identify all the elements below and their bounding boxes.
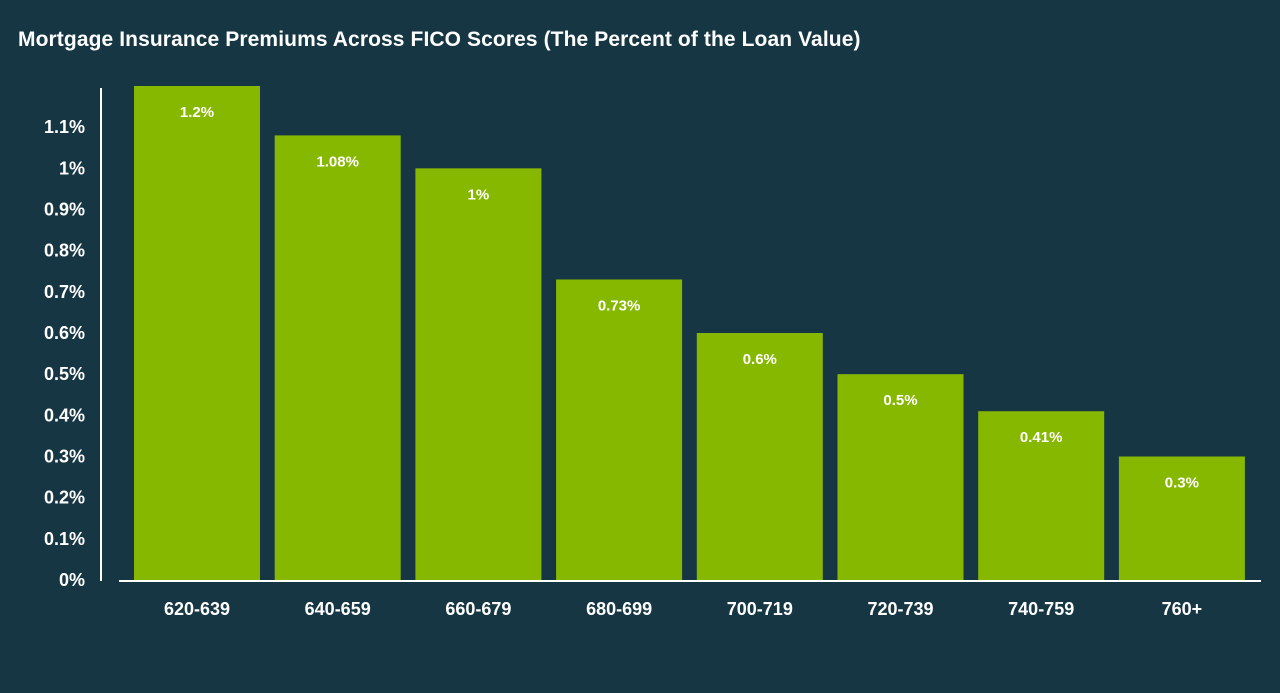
bar <box>978 411 1105 580</box>
y-tick-label: 0.9% <box>44 200 85 220</box>
x-tick-label: 760+ <box>1162 599 1203 619</box>
y-tick-label: 0.7% <box>44 282 85 302</box>
bar <box>1118 456 1245 580</box>
y-tick-label: 0% <box>59 570 85 590</box>
x-tick-label: 720-739 <box>867 599 933 619</box>
y-tick-label: 0.1% <box>44 529 85 549</box>
x-tick-label: 700-719 <box>727 599 793 619</box>
y-tick-label: 0.5% <box>44 364 85 384</box>
bar-value-label: 1.08% <box>316 153 359 170</box>
y-tick-label: 0.4% <box>44 405 85 425</box>
x-tick-label: 620-639 <box>164 599 230 619</box>
x-tick-label: 660-679 <box>445 599 511 619</box>
bar-value-labels: 1.2% 1.08% 1% 0.73% 0.6% 0.5% 0.41% 0.3% <box>180 104 1199 492</box>
bar-value-label: 0.6% <box>743 351 777 368</box>
y-tick-label: 0.2% <box>44 488 85 508</box>
bar <box>274 135 401 580</box>
bar-value-label: 0.5% <box>883 392 917 409</box>
bar <box>696 333 823 580</box>
bar-value-label: 0.3% <box>1165 475 1199 492</box>
y-tick-label: 1.1% <box>44 117 85 137</box>
x-tick-label: 680-699 <box>586 599 652 619</box>
x-axis-tick-labels: 620-639 640-659 660-679 680-699 700-719 720-7… <box>164 599 1202 619</box>
y-tick-label: 0.8% <box>44 241 85 261</box>
chart-title: Mortgage Insurance Premiums Across FICO … <box>18 28 861 51</box>
x-tick-label: 640-659 <box>305 599 371 619</box>
bar-value-label: 1.2% <box>180 104 214 121</box>
bar-value-label: 1% <box>468 186 490 203</box>
bar-value-label: 0.41% <box>1020 429 1063 446</box>
bar <box>415 168 542 581</box>
bars <box>134 86 1245 581</box>
y-tick-label: 1% <box>59 158 85 178</box>
y-axis-tick-labels: 0% 0.1% 0.2% 0.3% 0.4% 0.5% 0.6% 0.7% 0.8% 0.9% 1%… <box>44 117 85 590</box>
bar <box>837 374 964 580</box>
bar <box>134 86 260 580</box>
x-tick-label: 740-759 <box>1008 599 1074 619</box>
y-tick-label: 0.6% <box>44 323 85 343</box>
bar <box>556 279 683 580</box>
bar-value-label: 0.73% <box>598 297 641 314</box>
y-tick-label: 0.3% <box>44 447 85 467</box>
